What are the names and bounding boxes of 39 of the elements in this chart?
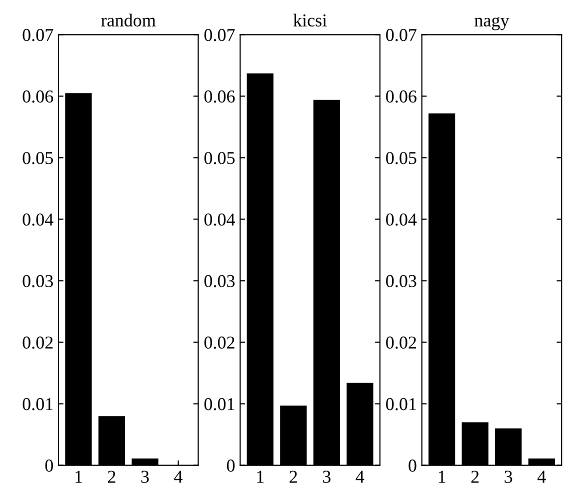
- x-tick-label: 1: [438, 470, 446, 483]
- y-tick-label: 0.05: [204, 152, 235, 164]
- x-tick-label: 3: [323, 470, 330, 483]
- y-tick-label: 0.02: [204, 336, 234, 349]
- y-tick-label: 0.07: [386, 28, 416, 42]
- x-tick-label: 1: [257, 470, 264, 483]
- x-tick-label: 4: [174, 470, 183, 483]
- y-tick-label: 0.04: [22, 213, 54, 226]
- y-tick-label: 0.03: [386, 274, 416, 288]
- y-tick-label: 0.03: [204, 274, 235, 288]
- x-tick-label: 4: [537, 470, 546, 483]
- y-tick-label: 0.02: [386, 336, 416, 349]
- y-tick-label: 0.06: [204, 90, 235, 103]
- y-tick-label: 0.07: [204, 28, 235, 42]
- y-tick-label: 0.06: [386, 90, 416, 103]
- y-tick-label: 0.02: [22, 336, 53, 349]
- x-tick-label: 4: [356, 470, 364, 483]
- y-tick-label: 0: [408, 460, 416, 472]
- y-tick-label: 0.04: [386, 213, 417, 226]
- chart-title: nagy: [474, 17, 510, 30]
- chart-title: random: [101, 14, 156, 26]
- y-tick-label: 0: [226, 460, 235, 472]
- x-tick-label: 2: [471, 470, 479, 483]
- chart-title: kicsi: [293, 14, 327, 26]
- x-tick-label: 2: [108, 470, 116, 483]
- x-tick-label: 1: [76, 470, 82, 483]
- y-tick-label: 0: [45, 460, 53, 472]
- y-tick-label: 0.05: [22, 152, 53, 164]
- x-tick-label: 3: [504, 470, 512, 483]
- y-tick-label: 0.03: [22, 274, 53, 288]
- y-tick-label: 0.07: [22, 28, 54, 42]
- y-tick-label: 0.06: [22, 90, 54, 103]
- x-tick-label: 3: [141, 470, 149, 483]
- y-tick-label: 0.05: [386, 152, 416, 164]
- y-tick-label: 0.04: [204, 213, 236, 226]
- y-tick-label: 0.01: [22, 398, 53, 410]
- y-tick-label: 0.01: [204, 398, 234, 410]
- y-tick-label: 0.01: [386, 398, 416, 410]
- x-tick-label: 2: [290, 470, 297, 483]
